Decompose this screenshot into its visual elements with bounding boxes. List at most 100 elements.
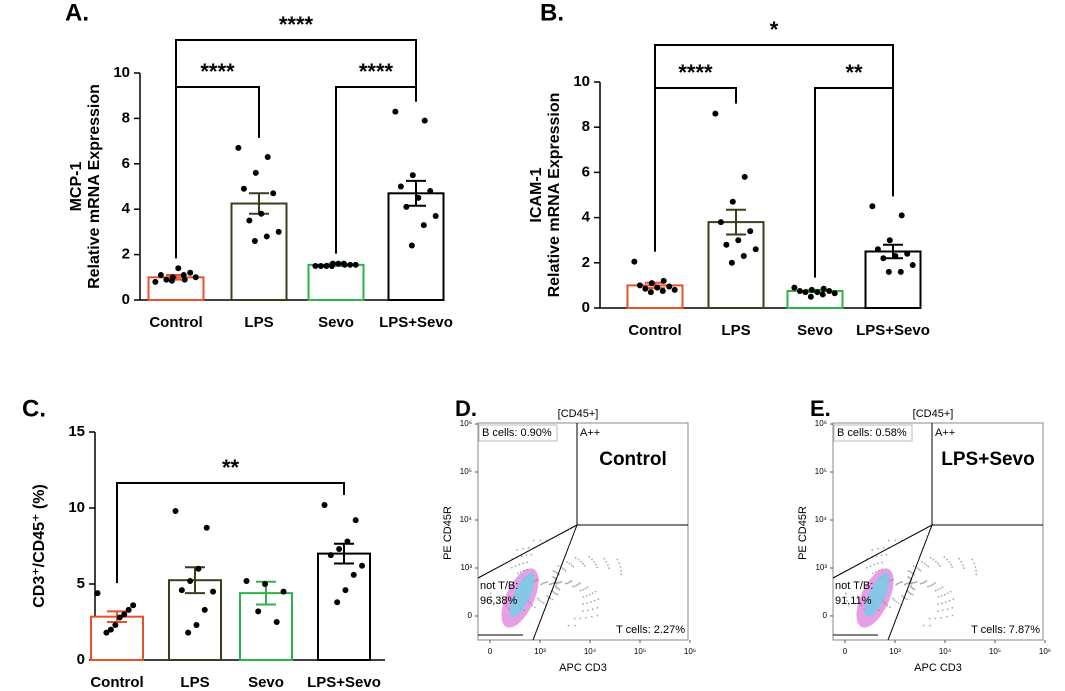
x-tick-label: 10⁴ xyxy=(584,647,597,656)
data-point xyxy=(203,524,210,531)
event-dot xyxy=(911,593,914,596)
data-point xyxy=(642,285,649,292)
y-tick-label: 0 xyxy=(77,651,85,668)
y-tick-label: 10⁵ xyxy=(815,467,827,476)
y-tick-label: 10⁴ xyxy=(815,515,828,524)
y-tick-label: 5 xyxy=(77,575,85,592)
data-point xyxy=(327,552,334,559)
event-dot xyxy=(948,599,951,602)
event-dot xyxy=(946,608,949,611)
event-dot xyxy=(847,603,850,606)
gate-label: A++ xyxy=(580,427,600,439)
event-dot xyxy=(538,599,541,602)
data-point xyxy=(886,237,893,244)
data-point xyxy=(885,268,892,275)
event-dot xyxy=(882,547,885,549)
event-dot xyxy=(585,616,588,619)
event-dot xyxy=(554,570,557,573)
event-dot xyxy=(522,547,524,550)
data-point xyxy=(107,626,114,633)
event-dot xyxy=(596,566,599,569)
event-dot xyxy=(945,615,948,618)
event-dot xyxy=(974,566,977,568)
event-dot xyxy=(944,601,947,604)
x-tick-label: 10⁶ xyxy=(684,647,696,656)
data-point xyxy=(152,278,159,285)
event-dot xyxy=(543,582,545,584)
x-tick-label: LPS xyxy=(244,314,273,331)
bar xyxy=(387,192,445,301)
event-dot xyxy=(963,567,965,570)
panel-label: C. xyxy=(22,395,46,422)
data-point xyxy=(344,538,351,545)
event-dot xyxy=(925,580,928,582)
event-dot xyxy=(558,588,561,591)
event-dot xyxy=(516,548,519,551)
density xyxy=(864,572,890,618)
event-dot xyxy=(584,587,587,590)
significance-bracket xyxy=(175,39,417,259)
event-dot xyxy=(539,539,542,542)
data-point xyxy=(178,587,185,594)
event-dot xyxy=(596,606,599,609)
x-tick-label: Sevo xyxy=(248,674,284,691)
event-dot xyxy=(922,624,925,627)
event-dot xyxy=(530,553,533,556)
event-dot xyxy=(555,592,557,595)
data-point xyxy=(747,228,754,235)
significance-label: **** xyxy=(200,59,235,84)
event-dot xyxy=(573,585,576,587)
significance-label: ** xyxy=(222,455,240,480)
event-dot xyxy=(591,558,593,561)
data-point xyxy=(172,508,179,515)
y-tick-label: 4 xyxy=(582,209,591,226)
event-dot xyxy=(620,573,623,576)
data-point xyxy=(175,265,182,272)
event-dot xyxy=(846,599,849,602)
panel-label: B. xyxy=(540,0,564,26)
data-point xyxy=(904,250,911,257)
data-point xyxy=(631,258,638,265)
event-dot xyxy=(582,562,584,565)
event-dot xyxy=(932,583,935,586)
event-dot xyxy=(903,583,906,586)
event-dot xyxy=(607,564,609,566)
event-dot xyxy=(937,603,939,605)
y-tick-label: 2 xyxy=(582,254,590,271)
bar xyxy=(864,250,922,309)
gate-label: 96.38% xyxy=(480,595,518,607)
event-dot xyxy=(542,602,545,605)
event-dot xyxy=(929,556,932,559)
data-point xyxy=(660,277,667,284)
event-dot xyxy=(912,565,915,567)
y-tick-label: 10 xyxy=(113,64,130,81)
event-dot xyxy=(577,583,580,586)
event-dot xyxy=(582,595,585,598)
event-dot xyxy=(845,596,848,599)
event-dot xyxy=(552,590,555,593)
event-dot xyxy=(874,571,877,573)
event-dot xyxy=(901,581,904,583)
y-tick-label: 10⁵ xyxy=(460,467,472,476)
event-dot xyxy=(516,572,519,575)
data-point xyxy=(735,237,742,244)
event-dot xyxy=(946,558,948,561)
data-point xyxy=(275,228,282,235)
event-dot xyxy=(618,562,621,565)
event-dot xyxy=(887,539,890,542)
data-point xyxy=(103,629,110,636)
x-tick-label: LPS xyxy=(721,322,750,339)
y-tick-label: 15 xyxy=(68,423,85,440)
data-point xyxy=(264,153,271,160)
bar xyxy=(317,552,371,661)
data-point xyxy=(255,608,262,615)
data-point xyxy=(814,289,821,296)
x-tick-label: Sevo xyxy=(797,322,833,339)
event-dot xyxy=(549,597,552,600)
data-point xyxy=(819,291,826,298)
data-point xyxy=(654,284,661,291)
event-dot xyxy=(591,608,594,611)
event-dot xyxy=(927,585,929,588)
event-dot xyxy=(937,595,940,598)
